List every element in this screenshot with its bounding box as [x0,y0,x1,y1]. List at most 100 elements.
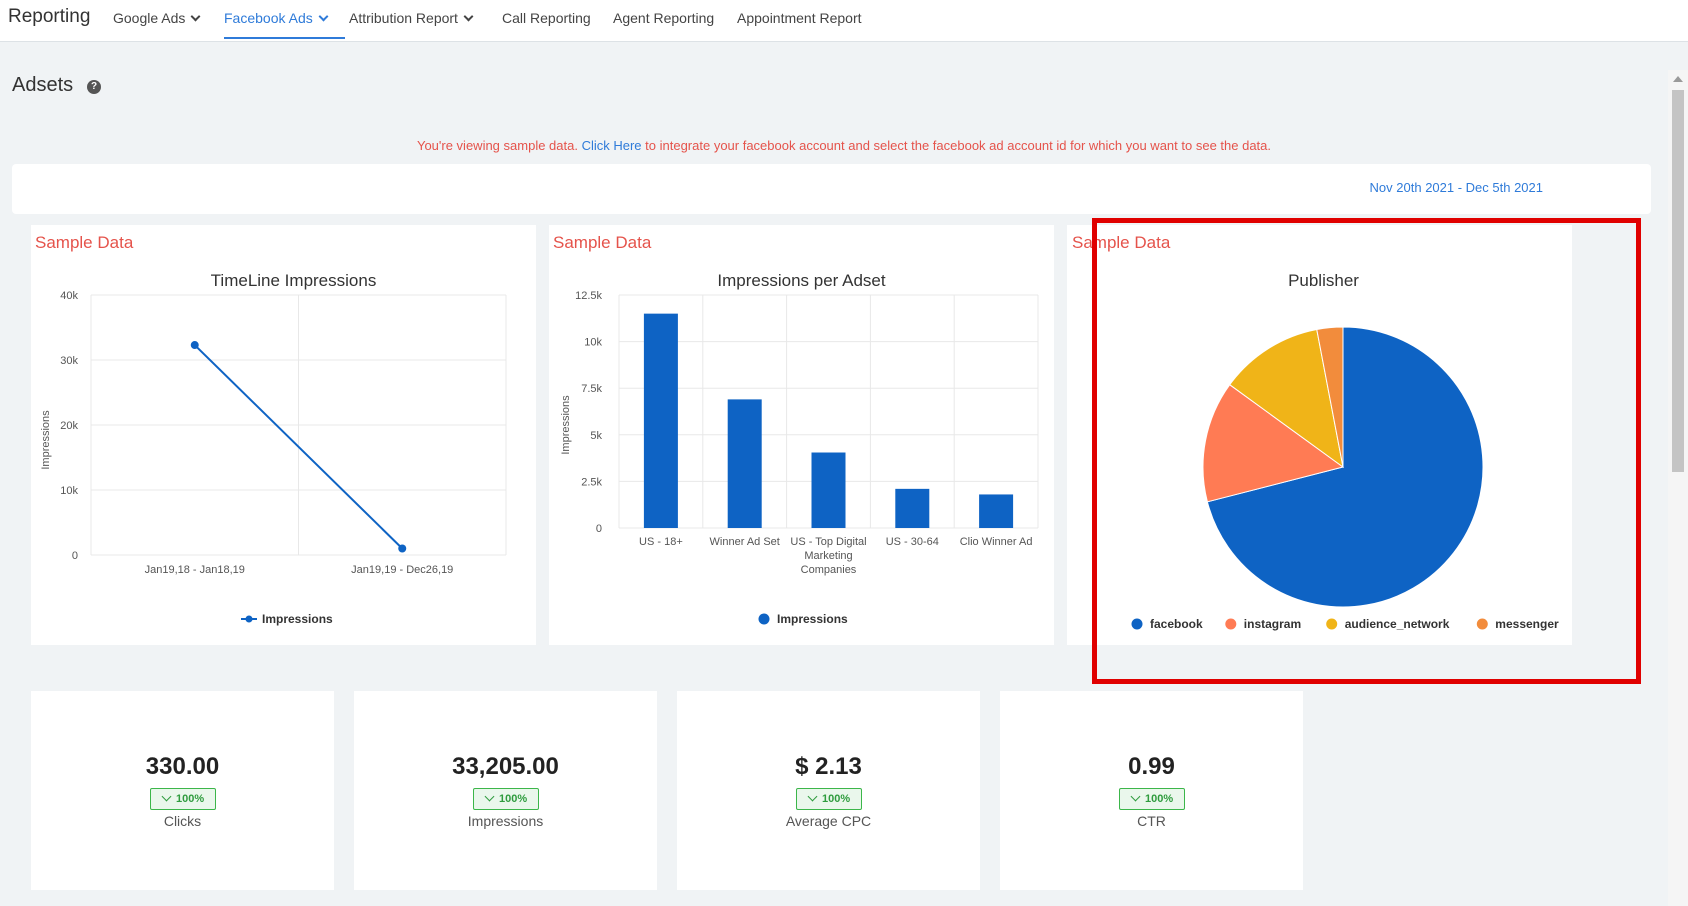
legend-dot [1326,618,1338,630]
nav-attribution-report[interactable]: Attribution Report [349,10,474,26]
y-tick-label: 7.5k [581,383,602,395]
chevron-down-icon [807,791,818,802]
x-tick-label: US - 18+ [639,536,683,548]
adset-y-axis-label: Impressions [560,395,572,455]
legend-dot [1476,618,1488,630]
x-tick-label: Clio Winner Ad [960,536,1033,548]
nav-appointment-report[interactable]: Appointment Report [737,10,862,26]
series-line [194,344,403,550]
stat-card-ctr: 0.99 100% CTR [1000,691,1303,890]
x-tick-label-line: US - Top Digital [790,536,866,548]
bar[interactable] [895,488,930,528]
pie-slice-audience_network[interactable] [1229,328,1344,469]
timeline-chart-title: TimeLine Impressions [210,271,377,290]
stat-change-badge: 100% [1119,788,1185,810]
y-tick-label: 10k [584,337,602,349]
nav-attribution-report-label: Attribution Report [349,10,458,26]
chevron-down-icon [463,11,474,22]
legend-impressions[interactable]: Impressions [262,612,333,626]
legend-dot [758,613,770,625]
x-tick-label: US - Top Digital Marketing Companies [790,536,866,576]
bar[interactable] [727,399,762,528]
y-tick-label: 5k [590,430,602,442]
nav-google-ads[interactable]: Google Ads [113,10,201,26]
y-tick-label: 30k [60,355,78,367]
bar[interactable] [811,452,846,528]
x-tick-label: Jan19,19 - Dec26,19 [351,564,453,576]
timeline-chart: Impressions 0 10k 20k 30k 40k Jan19,18 - Jan… [40,290,507,626]
y-tick-label: 12.5k [575,290,602,302]
publisher-card: Sample Data Publisher facebook instagram a… [1067,225,1572,645]
top-navigation: Reporting Google Ads Facebook Ads Attrib… [0,0,1688,42]
bar[interactable] [979,494,1014,528]
stat-card-impressions: 33,205.00 100% Impressions [354,691,657,890]
stat-value: 0.99 [1128,753,1175,780]
stat-card-average-cpc: $ 2.13 100% Average CPC [677,691,980,890]
adset-legend: Impressions [758,612,848,626]
timeline-legend: Impressions [241,612,333,626]
x-tick-label-line: Marketing [804,550,852,562]
publisher-pie-chart: facebook instagram audience_network messeng… [1131,326,1559,631]
stat-card-clicks: 330.00 100% Clicks [31,691,334,890]
pie-slice-facebook[interactable] [1206,326,1484,608]
timeline-y-axis-label: Impressions [40,410,52,470]
stat-label: Clicks [163,813,202,829]
highlight-box [1092,218,1641,684]
stat-label: CTR [1137,813,1166,829]
sample-data-label: Sample Data [35,233,134,252]
question-circle-icon[interactable]: ? [87,80,101,94]
chevron-down-icon [161,791,172,802]
stat-label: Impressions [467,813,544,829]
sample-data-label: Sample Data [553,233,652,252]
date-filter-bar: Nov 20th 2021 - Dec 5th 2021 [12,164,1651,214]
data-point[interactable] [190,341,199,350]
stat-label: Average CPC [785,813,872,829]
legend-impressions[interactable]: Impressions [777,612,848,626]
pie-slice-instagram[interactable] [1202,384,1345,503]
legend-messenger[interactable]: messenger [1495,617,1559,631]
stat-change-badge: 100% [473,788,539,810]
y-tick-label: 20k [60,420,78,432]
stat-value: 33,205.00 [452,753,559,780]
y-tick-label: 0 [72,550,78,562]
stat-change-value: 100% [176,793,205,805]
bar[interactable] [643,313,678,528]
stat-change-value: 100% [499,793,528,805]
legend-audience-network[interactable]: audience_network [1345,617,1450,631]
impressions-per-adset-card: Sample Data Impressions per Adset Impres… [549,225,1054,645]
legend-instagram[interactable]: instagram [1244,617,1301,631]
stat-value: 330.00 [145,753,220,780]
x-tick-label: US - 30-64 [886,536,939,548]
scroll-up-arrow-icon[interactable] [1673,76,1683,82]
nav-agent-reporting[interactable]: Agent Reporting [613,10,715,26]
y-tick-label: 10k [60,485,78,497]
pie-slice-messenger[interactable] [1316,326,1344,468]
sample-data-notice: You're viewing sample data. Click Here t… [0,138,1688,153]
timeline-impressions-card: Sample Data TimeLine Impressions Impress… [31,225,536,645]
x-tick-label: Winner Ad Set [710,536,780,548]
stat-change-badge: 100% [796,788,862,810]
active-tab-indicator [224,37,345,39]
stat-change-value: 100% [822,793,851,805]
y-tick-label: 0 [596,523,602,535]
x-tick-label-line: US - 30-64 [886,536,939,548]
legend-dot [1131,618,1143,630]
nav-call-reporting[interactable]: Call Reporting [502,10,591,26]
nav-facebook-ads[interactable]: Facebook Ads [224,10,329,26]
legend-facebook[interactable]: facebook [1150,617,1203,631]
y-tick-label: 40k [60,290,78,302]
scrollbar-thumb[interactable] [1672,90,1684,472]
click-here-link[interactable]: Click Here [581,138,642,153]
chevron-down-icon [1130,791,1141,802]
publisher-chart-title: Publisher [1288,271,1359,290]
notice-text-before: You're viewing sample data. [416,138,582,153]
data-point[interactable] [398,544,407,553]
nav-facebook-ads-label: Facebook Ads [224,10,313,26]
app-title: Reporting [8,6,91,27]
x-tick-label-line: Clio Winner Ad [960,536,1033,548]
x-tick-label-line: Winner Ad Set [710,536,780,548]
stat-value: $ 2.13 [795,753,862,780]
chevron-down-icon [484,791,495,802]
date-range-picker[interactable]: Nov 20th 2021 - Dec 5th 2021 [1369,180,1543,195]
stat-change-badge: 100% [150,788,216,810]
